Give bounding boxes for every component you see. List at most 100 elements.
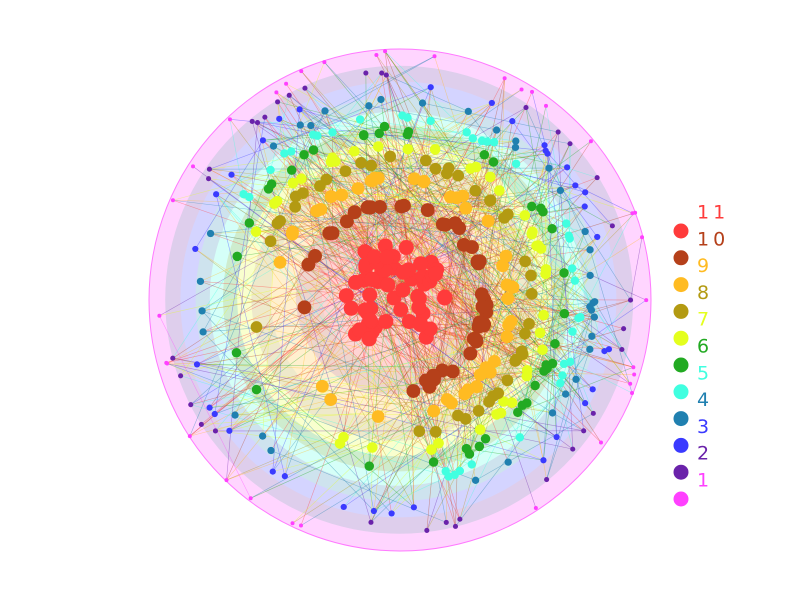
edge [274,203,281,263]
edge [292,182,525,216]
node [324,393,338,406]
node [412,316,428,332]
node [269,468,276,475]
edge [630,237,643,301]
node [398,111,407,120]
edge [376,54,526,262]
edge [384,51,505,219]
node [296,106,303,113]
node [467,460,476,469]
legend-marker [673,223,689,239]
edge [481,293,594,414]
node [348,274,364,290]
node [542,363,552,374]
edge [343,299,647,508]
node [433,437,444,449]
legend-marker [673,464,689,480]
legend-marker [673,250,689,266]
node [480,434,491,444]
node [562,219,571,228]
edge [317,135,483,142]
edge [339,324,421,444]
edge [372,102,493,182]
node [232,251,242,262]
node [339,214,354,229]
edge [510,321,544,461]
node [506,280,520,294]
edge [445,185,576,226]
node [338,288,354,304]
node [379,121,390,132]
node [594,175,600,181]
node [297,187,309,200]
edge [422,102,559,133]
node [413,256,429,272]
node [413,425,426,438]
edge [379,131,409,134]
edge [444,297,553,364]
edge [378,133,471,354]
edge [189,279,373,437]
edge [229,181,424,432]
node [368,519,374,525]
edge [368,105,415,179]
node [457,516,463,522]
node [276,115,283,122]
node [286,165,297,175]
edge [214,294,370,415]
node [206,404,213,411]
edge [545,273,631,384]
node [338,431,349,443]
edge [330,161,424,277]
node [380,277,396,293]
legend-marker [673,411,689,427]
edge [444,91,533,298]
edge [435,273,487,368]
edge [547,153,557,438]
node [429,425,442,438]
node [450,470,459,480]
node [589,299,597,307]
node [313,131,322,140]
edge [330,161,366,252]
node [361,331,377,347]
legend-marker [673,437,689,453]
edge [300,124,463,197]
node [464,107,472,116]
node [540,264,552,275]
node [512,137,520,145]
node [206,176,212,182]
legend-marker [673,330,689,346]
edge [575,379,586,404]
edge [190,323,485,405]
node [321,107,329,115]
edge [367,207,508,215]
edge [384,51,474,139]
node [301,257,316,272]
edge [540,143,571,209]
edge [441,141,488,371]
edge [458,175,533,233]
node [428,457,439,467]
node [502,76,507,81]
edge [324,61,556,344]
edge [480,429,544,461]
edge [301,178,366,268]
node [206,229,215,238]
node [371,171,385,185]
edge [226,122,258,481]
node [619,346,625,353]
edge [250,309,592,499]
edge [425,296,446,381]
edge [252,121,576,186]
node [170,355,176,361]
edge [444,223,456,299]
legend-label: 5 [697,362,713,384]
edge [370,375,435,523]
edge [482,141,592,307]
edge [488,231,586,402]
legend-label: 10 [697,228,729,250]
node [627,297,634,303]
node [483,395,495,408]
legend-marker [673,491,689,507]
